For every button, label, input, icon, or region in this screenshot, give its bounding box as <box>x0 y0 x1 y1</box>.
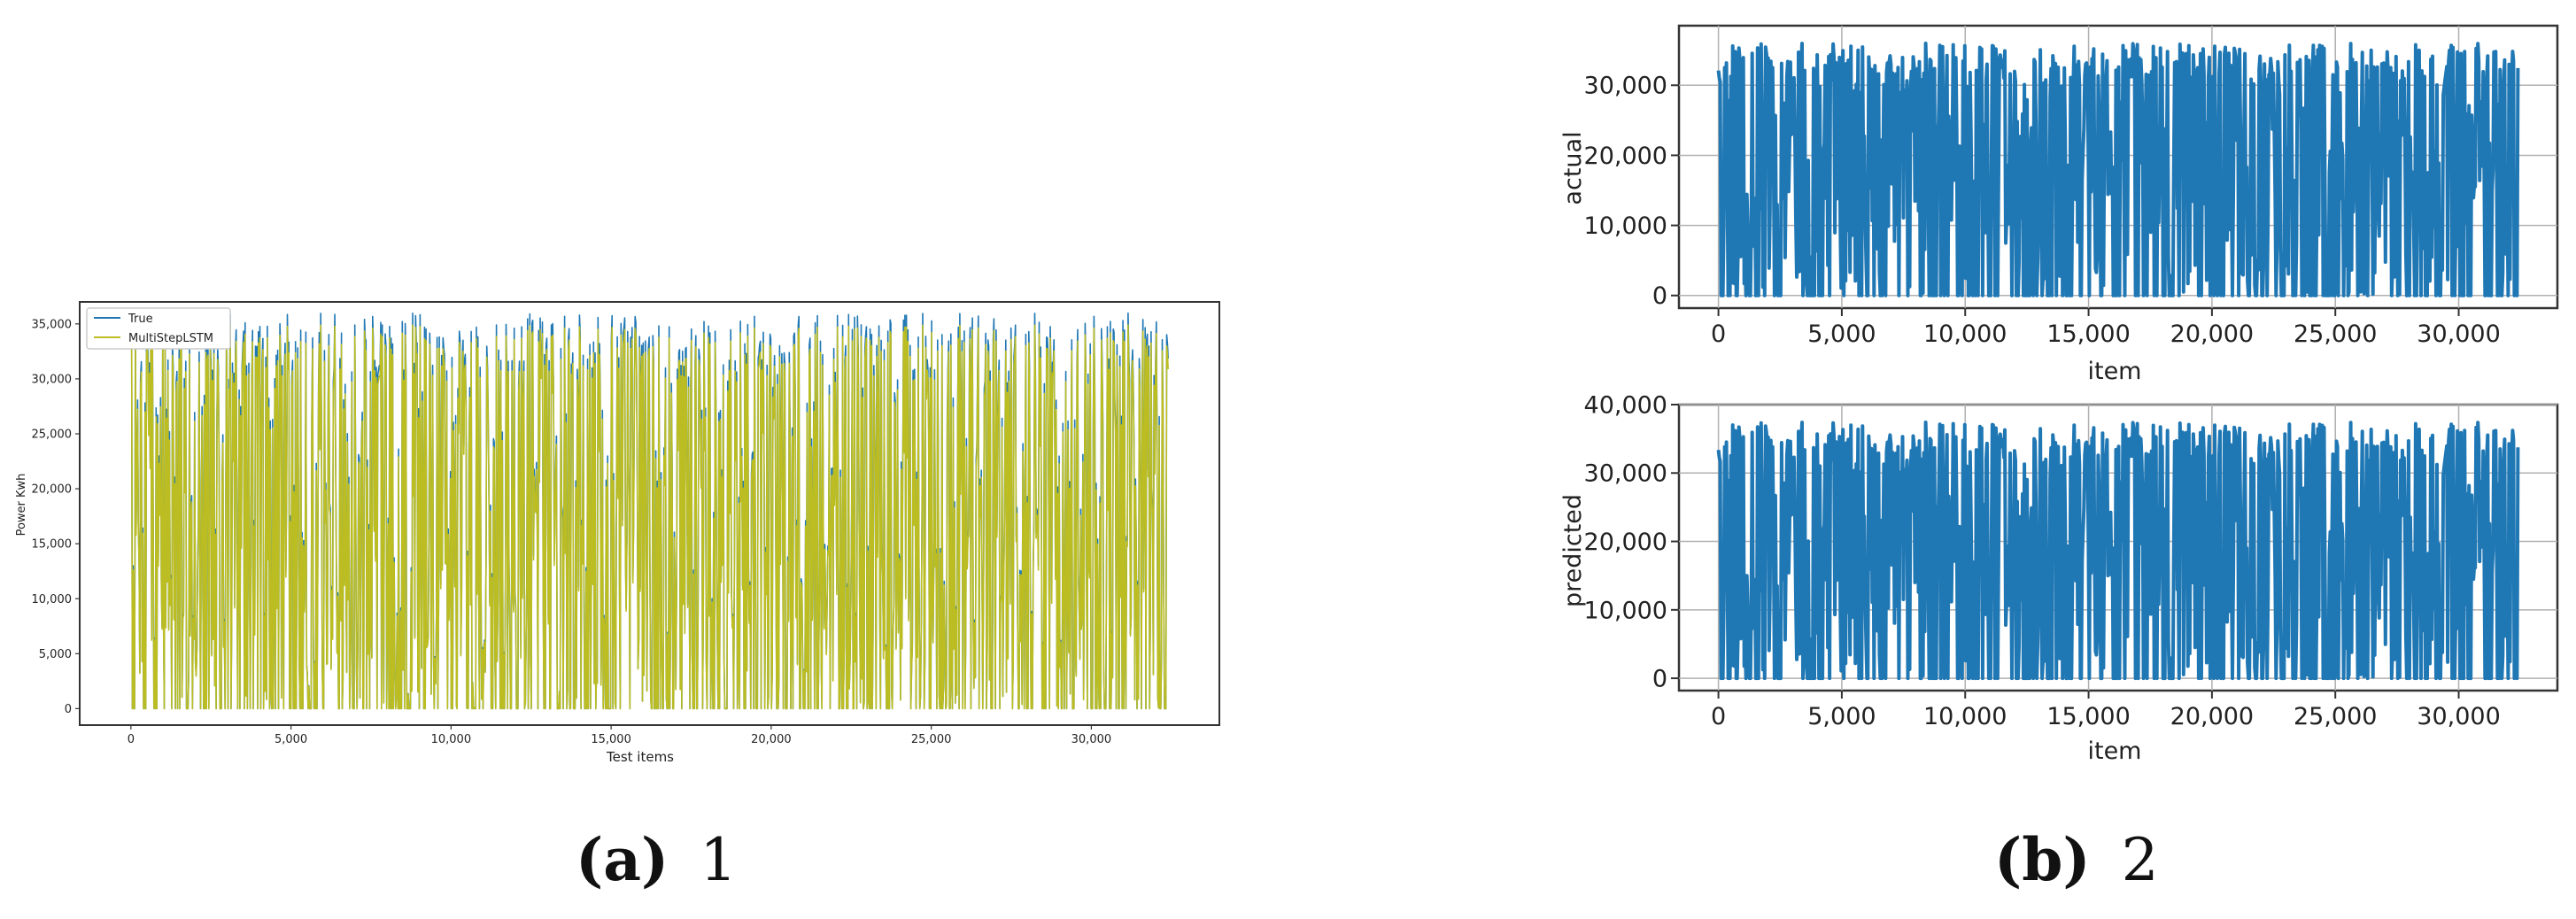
y-tick-label: 25,000 <box>32 429 73 442</box>
x-tick-label: 5,000 <box>1807 703 1876 730</box>
chart-a-legend: True MultiStepLSTM <box>86 307 231 350</box>
x-tick-label: 20,000 <box>2170 320 2254 348</box>
chart-a-lines <box>130 312 1169 710</box>
x-tick-label: 5,000 <box>1807 320 1876 348</box>
caption-b-letter: (b) <box>1994 825 2091 894</box>
y-tick-label: 10,000 <box>1584 212 1667 240</box>
chart-b-top-ylabel: actual <box>1559 131 1587 205</box>
series-line-predicted <box>1716 421 2520 681</box>
y-tick-label: 15,000 <box>32 538 73 552</box>
y-tick-label: 5,000 <box>39 648 72 661</box>
x-tick-label: 5,000 <box>275 733 307 746</box>
caption-b-text: 2 <box>2122 826 2159 894</box>
y-tick-label: 10,000 <box>32 593 73 606</box>
chart-a-yticks: 0 5,000 10,000 15,000 20,000 25,000 30,000 35,0… <box>32 318 80 716</box>
y-tick-label: 30,000 <box>1584 460 1667 488</box>
x-tick-label: 20,000 <box>751 733 792 746</box>
chart-a-ylabel: Power Kwh <box>15 474 28 537</box>
series-line-actual <box>1716 42 2520 297</box>
chart-b-bottom-lines <box>1716 421 2520 681</box>
x-tick-label: 10,000 <box>1923 320 2007 348</box>
series-line-multisteplstm <box>130 324 1169 710</box>
chart-b-bottom: 0 5,000 10,000 15,000 20,000 25,000 30,000 0 10… <box>1559 391 2559 765</box>
x-tick-label: 10,000 <box>431 733 472 746</box>
x-tick-label: 25,000 <box>2294 703 2377 730</box>
x-tick-label: 20,000 <box>2170 703 2254 730</box>
y-tick-label: 20,000 <box>1584 143 1667 170</box>
y-tick-label: 0 <box>1652 666 1667 693</box>
legend-label-pred: MultiStepLSTM <box>128 332 213 345</box>
x-tick-label: 30,000 <box>1071 733 1112 746</box>
legend-label-true: True <box>128 313 153 326</box>
x-tick-label: 10,000 <box>1923 703 2007 730</box>
y-tick-label: 20,000 <box>1584 529 1667 556</box>
caption-a: (a) 1 <box>576 825 737 894</box>
chart-a-xticks: 0 5,000 10,000 15,000 20,000 25,000 30,000 <box>128 725 1111 746</box>
chart-b-bottom-xlabel: item <box>2087 738 2141 765</box>
chart-b-top-lines <box>1716 42 2520 297</box>
x-tick-label: 15,000 <box>2046 703 2130 730</box>
caption-a-text: 1 <box>700 826 737 894</box>
x-tick-label: 15,000 <box>591 733 631 746</box>
chart-b-top-yticks: 0 10,000 20,000 30,000 <box>1584 73 1679 310</box>
x-tick-label: 0 <box>128 733 135 746</box>
chart-b-top-xticks: 0 5,000 10,000 15,000 20,000 25,000 30,000 <box>1711 308 2501 348</box>
x-tick-label: 0 <box>1711 703 1726 730</box>
chart-b-bottom-ylabel: predicted <box>1559 494 1587 607</box>
y-tick-label: 40,000 <box>1584 391 1667 419</box>
x-tick-label: 25,000 <box>2294 320 2377 348</box>
legend-box <box>86 307 231 350</box>
chart-a-xlabel: Test items <box>606 749 674 765</box>
caption-b: (b) 2 <box>1994 825 2159 894</box>
x-tick-label: 30,000 <box>2417 703 2500 730</box>
y-tick-label: 35,000 <box>32 318 73 331</box>
y-tick-label: 20,000 <box>32 483 73 497</box>
x-tick-label: 15,000 <box>2046 320 2130 348</box>
chart-b-top-xlabel: item <box>2087 358 2141 385</box>
chart-b-bottom-xticks: 0 5,000 10,000 15,000 20,000 25,000 30,000 <box>1711 691 2501 730</box>
x-tick-label: 25,000 <box>911 733 952 746</box>
chart-b-bottom-yticks: 0 10,000 20,000 30,000 40,000 <box>1584 391 1679 693</box>
y-tick-label: 0 <box>65 703 72 716</box>
x-tick-label: 0 <box>1711 320 1726 348</box>
caption-a-letter: (a) <box>576 825 669 894</box>
y-tick-label: 30,000 <box>32 373 73 386</box>
y-tick-label: 10,000 <box>1584 597 1667 624</box>
y-tick-label: 30,000 <box>1584 73 1667 100</box>
chart-b-top: 0 5,000 10,000 15,000 20,000 25,000 30,000 0 10… <box>1559 24 2559 385</box>
x-tick-label: 30,000 <box>2417 320 2500 348</box>
chart-a: 0 5,000 10,000 15,000 20,000 25,000 30,000 0 5,… <box>15 301 1220 765</box>
y-tick-label: 0 <box>1652 282 1667 310</box>
